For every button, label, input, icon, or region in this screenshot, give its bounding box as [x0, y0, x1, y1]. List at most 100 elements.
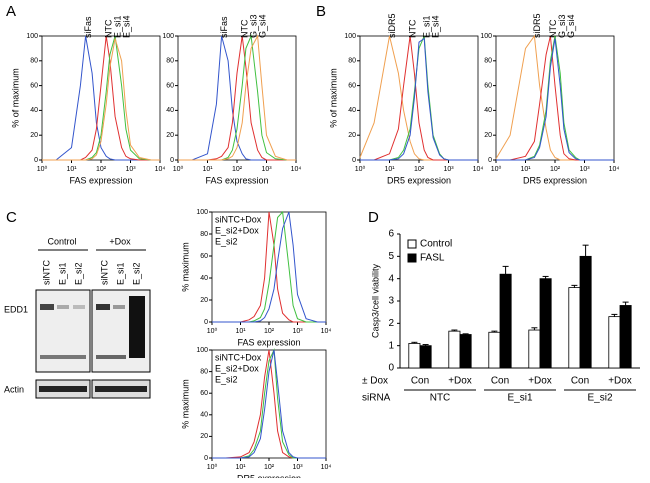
- y-tick-label: 4: [388, 273, 394, 284]
- legend-label: NTC: [548, 19, 558, 38]
- bar: [539, 278, 552, 369]
- legend-label: G_si3: [557, 14, 567, 38]
- y-tick-label: 100: [480, 33, 492, 40]
- x-tick-label: 10⁰: [355, 165, 366, 173]
- lane-label: E_si2: [73, 262, 83, 285]
- band: [40, 304, 54, 310]
- y-tick-label: 80: [484, 58, 492, 65]
- bar: [419, 345, 432, 369]
- x-tick-label: Con: [571, 376, 589, 387]
- group-label: E_si2: [587, 393, 612, 404]
- bar: [528, 329, 541, 369]
- bar: [448, 330, 461, 369]
- lane-label: E_si1: [57, 262, 67, 285]
- y-tick-label: 0: [352, 157, 356, 164]
- band: [39, 386, 87, 392]
- lane-label: E_si1: [115, 262, 125, 285]
- band: [57, 305, 69, 309]
- y-axis-label: % maximum: [180, 379, 190, 429]
- y-tick-label: 20: [200, 433, 208, 440]
- y-tick-label: 20: [30, 132, 38, 139]
- x-tick-label: 10⁰: [207, 463, 218, 471]
- row-label: Actin: [4, 384, 24, 394]
- x-axis-label: DR5 expression: [387, 175, 451, 185]
- band: [129, 296, 145, 358]
- histogram-line: [360, 35, 478, 161]
- y-axis-label: % maximum: [180, 242, 190, 292]
- row-label: ± Dox: [362, 376, 388, 387]
- histogram-line: [212, 349, 326, 459]
- bar: [488, 331, 501, 369]
- y-tick-label: 100: [162, 33, 174, 40]
- y-tick-label: 20: [200, 297, 208, 304]
- histogram-line: [496, 35, 614, 161]
- x-tick-label: 10⁴: [155, 166, 166, 173]
- x-tick-label: Con: [491, 376, 509, 387]
- legend-label: E_si2: [215, 236, 238, 246]
- y-tick-label: 60: [200, 390, 208, 397]
- histogram-line: [178, 35, 296, 161]
- legend-label: E_si1: [422, 15, 432, 38]
- legend-label: G_si4: [566, 14, 576, 38]
- y-tick-label: 0: [34, 157, 38, 164]
- band: [95, 386, 147, 392]
- y-tick-label: 60: [200, 253, 208, 260]
- y-axis-label: % of maximum: [328, 68, 338, 128]
- y-tick-label: 0: [170, 157, 174, 164]
- y-tick-label: 0: [204, 319, 208, 326]
- y-tick-label: 0: [204, 455, 208, 462]
- histogram-line: [42, 38, 160, 161]
- histogram-line: [178, 35, 296, 161]
- x-tick-label: 10²: [96, 166, 107, 173]
- legend-label: siFas: [219, 16, 229, 38]
- y-tick-label: 40: [484, 107, 492, 114]
- y-tick-label: 100: [196, 347, 208, 354]
- x-tick-label: 10⁴: [609, 166, 620, 173]
- group-label: NTC: [430, 393, 451, 404]
- y-tick-label: 100: [26, 33, 38, 40]
- x-tick-label: 10³: [261, 166, 272, 173]
- x-tick-label: 10³: [125, 166, 136, 173]
- x-tick-label: 10²: [550, 166, 561, 173]
- histogram-line: [360, 35, 478, 161]
- legend-label: G_si4: [258, 14, 268, 38]
- bar: [608, 316, 621, 369]
- panel-label: B: [316, 3, 326, 20]
- band: [40, 355, 86, 359]
- bar: [408, 343, 421, 369]
- row-label: EDD1: [4, 304, 28, 314]
- x-tick-label: 10⁴: [291, 166, 302, 173]
- histogram-line: [359, 35, 478, 161]
- y-tick-label: 40: [348, 107, 356, 114]
- legend-label: E_si2+Dox: [215, 225, 259, 235]
- x-tick-label: 10⁴: [473, 166, 484, 173]
- histogram-line: [360, 37, 478, 161]
- legend-label: Control: [420, 239, 452, 250]
- legend-label: siFas: [83, 16, 93, 38]
- legend-label: E_si2+Dox: [215, 363, 259, 373]
- legend-label: NTC: [240, 19, 250, 38]
- histogram-line: [495, 34, 614, 161]
- y-tick-label: 60: [166, 82, 174, 89]
- x-tick-label: 10¹: [235, 328, 246, 335]
- y-tick-label: 80: [200, 368, 208, 375]
- lane-label: E_si2: [131, 262, 141, 285]
- panel-label: C: [6, 209, 17, 226]
- x-tick-label: 10³: [292, 328, 303, 335]
- y-tick-label: 40: [200, 275, 208, 282]
- panel-label: A: [6, 3, 16, 20]
- y-tick-label: 20: [166, 132, 174, 139]
- x-tick-label: 10³: [579, 166, 590, 173]
- bar: [619, 305, 632, 369]
- y-tick-label: 0: [488, 157, 492, 164]
- y-tick-label: 2: [388, 318, 394, 329]
- y-tick-label: 100: [196, 209, 208, 216]
- bar: [579, 255, 592, 369]
- x-tick-label: +Dox: [608, 376, 632, 387]
- bar: [499, 273, 512, 369]
- x-tick-label: 10³: [443, 166, 454, 173]
- legend-label: NTC: [104, 19, 114, 38]
- legend-label: E_si1: [113, 15, 123, 38]
- y-tick-label: 40: [30, 107, 38, 114]
- plot-frame: [495, 35, 615, 161]
